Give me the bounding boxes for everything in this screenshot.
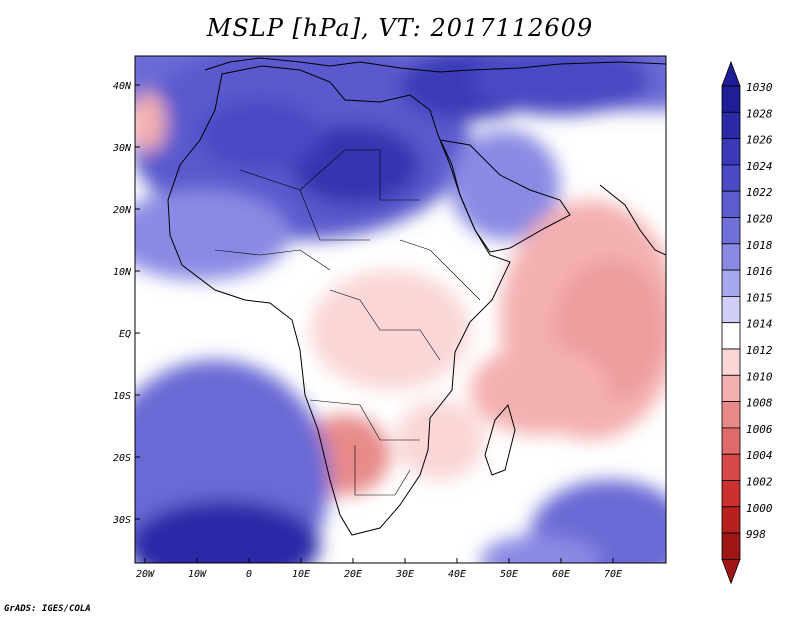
south-indian-high-edge bbox=[480, 535, 600, 563]
lat-label: 20S bbox=[113, 453, 131, 464]
lat-label: 20N bbox=[113, 205, 132, 216]
colorbar-cell bbox=[721, 322, 741, 350]
lon-label: 0 bbox=[246, 569, 252, 580]
lon-label: 20W bbox=[136, 569, 155, 580]
border-5 bbox=[354, 445, 411, 496]
colorbar-label: 1016 bbox=[746, 265, 773, 278]
colorbar-cell bbox=[721, 532, 741, 560]
lon-label: 40E bbox=[448, 569, 466, 580]
country-borders bbox=[214, 149, 481, 496]
colorbar-label: 1010 bbox=[746, 370, 773, 383]
south-atlantic-high-core bbox=[135, 500, 320, 563]
lat-label: EQ bbox=[119, 329, 131, 340]
colorbar: 1030 1028 1026 1024 1022 1020 1018 1016 1015 1014… bbox=[721, 60, 773, 585]
colorbar-cell bbox=[721, 138, 741, 166]
lat-ticks bbox=[135, 84, 140, 520]
border-3 bbox=[329, 289, 441, 361]
map-title: MSLP [hPa], VT: 2017112609 bbox=[206, 14, 594, 42]
colorbar-cell bbox=[721, 269, 741, 297]
lon-ticks bbox=[144, 558, 614, 563]
colorbar-cell bbox=[721, 348, 741, 376]
colorbar-label: 1008 bbox=[746, 397, 773, 410]
atlantic-low bbox=[135, 92, 166, 152]
colorbar-cell bbox=[721, 243, 741, 271]
colorbar-label: 998 bbox=[746, 528, 766, 541]
colorbar-label: 1015 bbox=[746, 291, 773, 304]
lon-label: 10E bbox=[292, 569, 310, 580]
colorbar-label: 1002 bbox=[746, 476, 773, 489]
colorbar-label: 1012 bbox=[746, 344, 773, 357]
colorbar-cell bbox=[721, 427, 741, 455]
colorbar-label: 1026 bbox=[746, 134, 773, 147]
colorbar-cell bbox=[721, 295, 741, 324]
colorbar-label: 1000 bbox=[746, 502, 773, 515]
mozambique-low bbox=[395, 400, 485, 480]
lon-label: 20E bbox=[344, 569, 362, 580]
lat-label: 10N bbox=[113, 267, 132, 278]
colorbar-cell bbox=[721, 111, 741, 140]
madagascar-coastline bbox=[484, 403, 516, 476]
colorbar-label: 1018 bbox=[746, 239, 773, 252]
colorbar-cell bbox=[721, 374, 741, 402]
lon-label: 30E bbox=[395, 569, 414, 580]
libya-high-core bbox=[290, 125, 420, 205]
madagascar-basin-low bbox=[470, 345, 610, 435]
grads-credit: GrADS: IGES/COLA bbox=[4, 604, 91, 614]
colorbar-label: 1014 bbox=[746, 318, 773, 331]
colorbar-max-arrow bbox=[721, 60, 741, 87]
lon-label: 70E bbox=[604, 569, 622, 580]
border-6 bbox=[214, 249, 331, 271]
colorbar-label: 1028 bbox=[746, 107, 773, 120]
lat-axis: 40N 30N 20N 10N EQ 10S 20S 30S bbox=[112, 81, 132, 526]
coastlines bbox=[167, 57, 666, 536]
lon-label: 10W bbox=[188, 569, 207, 580]
west-africa-high bbox=[135, 190, 290, 280]
colorbar-label: 1020 bbox=[746, 213, 773, 226]
plot-frame bbox=[134, 55, 667, 564]
pressure-field bbox=[135, 56, 666, 563]
colorbar-min-arrow bbox=[721, 559, 741, 585]
border-2 bbox=[299, 149, 420, 201]
colorbar-cell bbox=[721, 164, 741, 192]
colorbar-cell bbox=[721, 506, 741, 534]
colorbar-cell bbox=[721, 480, 741, 508]
lat-label: 30N bbox=[112, 143, 132, 154]
colorbar-label: 1024 bbox=[746, 160, 773, 173]
colorbar-label: 1030 bbox=[746, 81, 773, 94]
colorbar-cell bbox=[721, 85, 741, 113]
algeria-high-core bbox=[200, 100, 320, 170]
border-1 bbox=[239, 169, 370, 241]
lon-axis: 20W 10W 0 10E 20E 30E 40E 50E 60E 70E bbox=[136, 569, 622, 580]
colorbar-cell bbox=[721, 190, 741, 218]
border-4 bbox=[309, 399, 420, 441]
colorbar-cell bbox=[721, 453, 741, 481]
india-coastline bbox=[599, 184, 666, 256]
iran-high bbox=[470, 56, 650, 115]
arabia-coastline bbox=[439, 139, 571, 253]
colorbar-cell bbox=[721, 217, 741, 245]
lon-label: 60E bbox=[552, 569, 570, 580]
colorbar-cell bbox=[721, 401, 741, 429]
lon-label: 50E bbox=[500, 569, 518, 580]
africa-coastline bbox=[167, 65, 511, 536]
lat-label: 40N bbox=[113, 81, 132, 92]
colorbar-label: 1004 bbox=[746, 449, 773, 462]
lat-label: 30S bbox=[112, 515, 131, 526]
border-7 bbox=[399, 239, 481, 301]
europe-coastline bbox=[204, 57, 666, 73]
colorbar-label: 1006 bbox=[746, 423, 773, 436]
lat-label: 10S bbox=[113, 391, 131, 402]
colorbar-label: 1022 bbox=[746, 186, 773, 199]
arabia-high bbox=[450, 130, 560, 240]
